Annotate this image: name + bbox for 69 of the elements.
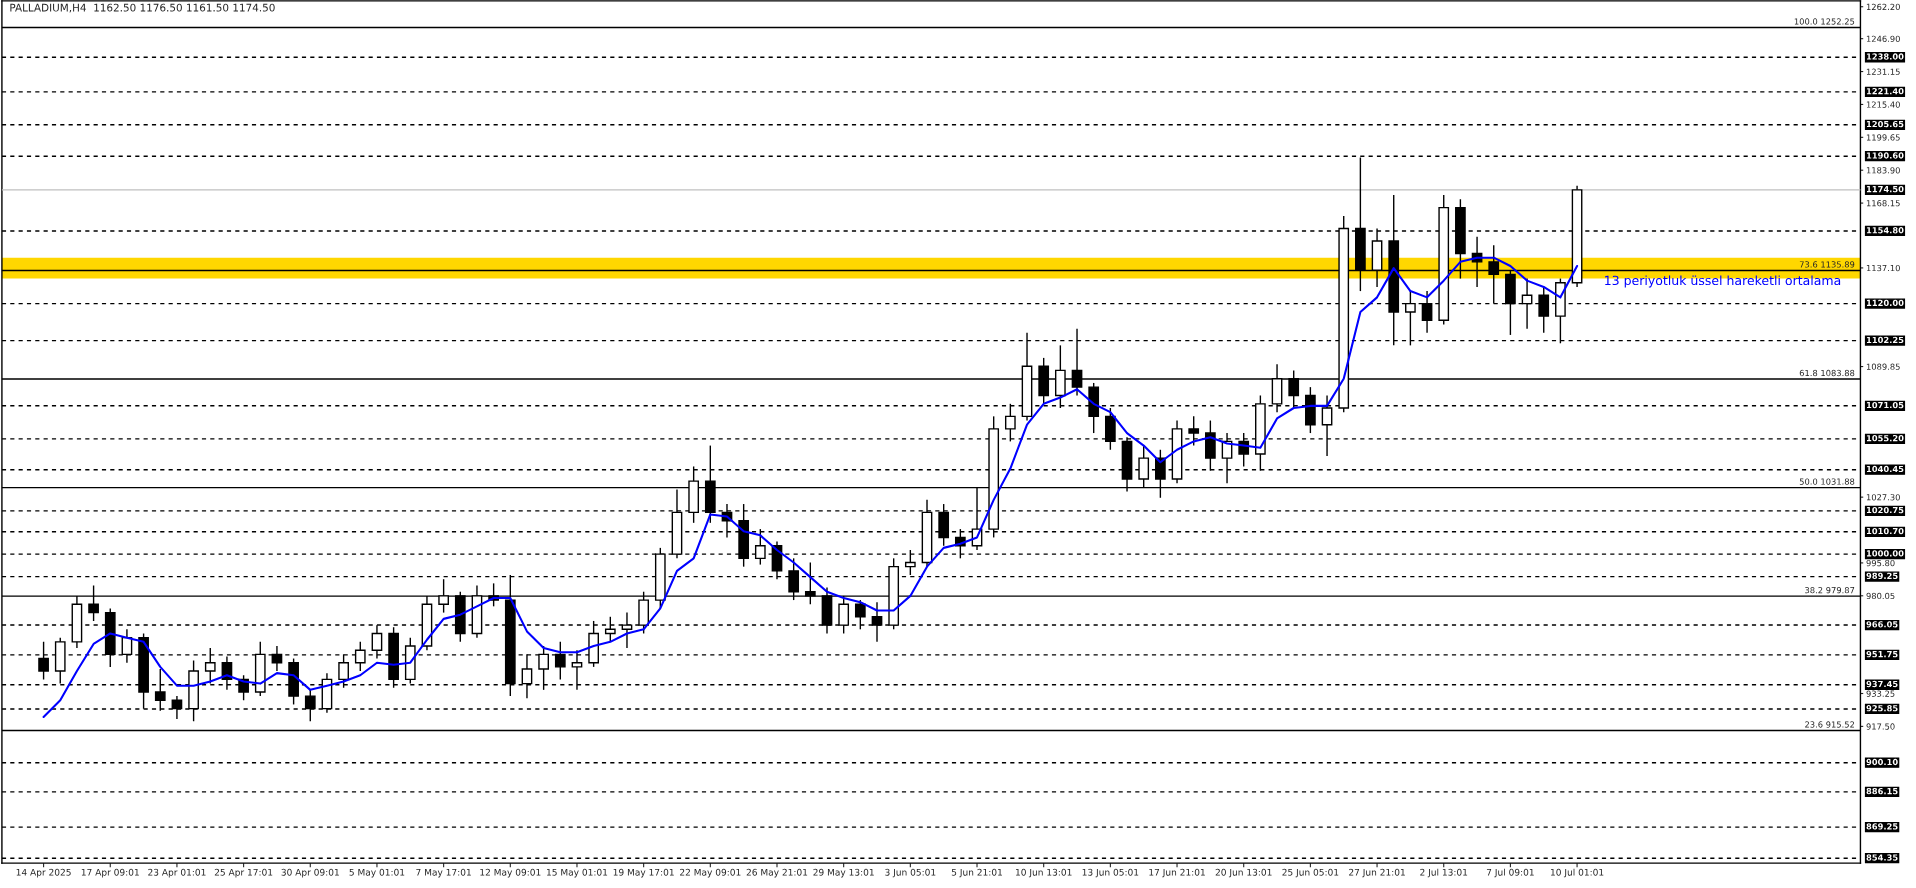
y-tick-label: 1168.15 xyxy=(1866,200,1900,207)
ref-line-label: 100.0 1252.25 xyxy=(1794,18,1855,25)
x-tick-label: 10 Jun 13:01 xyxy=(1016,868,1072,878)
y-tick-label: 1262.20 xyxy=(1866,3,1900,11)
ref-line-label: 1010.70 xyxy=(1866,527,1904,535)
x-tick-label: 30 Apr 09:01 xyxy=(281,868,339,878)
y-tick-label: 1027.30 xyxy=(1866,494,1900,501)
ref-line-label: 1221.40 xyxy=(1866,88,1904,95)
ref-line-label: 1238.00 xyxy=(1866,53,1904,60)
x-tick-label: 25 Apr 17:01 xyxy=(214,868,273,878)
x-tick-label: 15 May 01:01 xyxy=(547,868,608,878)
ref-line-label: 869.25 xyxy=(1866,823,1898,830)
ref-line-label: 61.8 1083.88 xyxy=(1799,369,1855,377)
ref-line-label: 1000.00 xyxy=(1866,550,1904,557)
x-tick-label: 14 Apr 2025 xyxy=(16,868,71,878)
ref-line-label: 989.25 xyxy=(1866,572,1898,580)
ref-line-label: 50.0 1031.88 xyxy=(1799,478,1855,485)
y-tick-label: 1089.85 xyxy=(1866,363,1900,370)
y-tick-label: 1246.90 xyxy=(1866,35,1900,42)
ref-line-label: 937.45 xyxy=(1866,680,1898,688)
x-tick-label: 17 Jun 21:01 xyxy=(1149,868,1205,878)
ref-line-label: 1154.80 xyxy=(1866,227,1904,234)
text: 13 periyotluk üssel hareketli ortalama xyxy=(1605,275,1841,288)
ref-line-label: 854.35 xyxy=(1866,854,1898,861)
x-tick-label: 10 Jul 01:01 xyxy=(1551,868,1604,878)
ref-line-label: 1055.20 xyxy=(1866,435,1904,442)
x-tick-label: 7 May 17:01 xyxy=(416,868,471,878)
x-tick-label: 5 Jun 21:01 xyxy=(951,868,1002,878)
ref-line-label: 900.10 xyxy=(1866,758,1898,766)
ref-line-label: 1040.45 xyxy=(1866,465,1904,473)
x-tick-label: 7 Jul 09:01 xyxy=(1486,868,1534,878)
x-tick-label: 12 May 09:01 xyxy=(480,868,541,878)
ref-line-label: 1190.60 xyxy=(1866,152,1904,159)
chart-title: PALLADIUM,H4 1162.50 1176.50 1161.50 1174.50 xyxy=(10,3,275,13)
ref-line-label: 1205.65 xyxy=(1866,120,1904,128)
ref-line-label: 1174.50 xyxy=(1866,185,1904,193)
x-tick-label: 13 Jun 05:01 xyxy=(1082,868,1139,878)
y-tick-label: 1199.65 xyxy=(1866,134,1900,141)
ref-line-label: 38.2 979.87 xyxy=(1805,587,1855,594)
x-tick-label: 27 Jun 21:01 xyxy=(1349,868,1405,878)
x-tick-label: 2 Jul 13:01 xyxy=(1420,868,1468,878)
x-tick-label: 20 Jun 13:01 xyxy=(1215,868,1272,878)
x-tick-label: 5 May 01:01 xyxy=(349,868,405,878)
ref-line-label: 23.6 915.52 xyxy=(1805,721,1855,728)
x-tick-label: 17 Apr 09:01 xyxy=(81,868,139,878)
y-tick-label: 1231.15 xyxy=(1866,68,1900,75)
x-tick-label: 22 May 09:01 xyxy=(680,868,741,878)
ref-line-label: 966.05 xyxy=(1866,621,1898,628)
x-tick-label: 25 Jun 05:01 xyxy=(1282,868,1339,878)
ref-line-label: 925.85 xyxy=(1866,705,1898,712)
x-tick-label: 26 May 21:01 xyxy=(746,868,808,878)
y-tick-label: 995.80 xyxy=(1866,559,1895,567)
x-tick-label: 19 May 17:01 xyxy=(613,868,674,878)
y-tick-label: 933.25 xyxy=(1866,690,1895,697)
ref-line-label: 951.75 xyxy=(1866,651,1898,658)
x-tick-label: 23 Apr 01:01 xyxy=(148,868,206,878)
ref-line-label: 886.15 xyxy=(1866,787,1898,795)
y-tick-label: 1215.40 xyxy=(1866,101,1900,108)
y-tick-label: 1183.90 xyxy=(1866,167,1900,174)
ref-line-label: 1071.05 xyxy=(1866,401,1904,409)
y-tick-label: 917.50 xyxy=(1866,723,1895,730)
y-tick-label: 980.05 xyxy=(1866,592,1895,600)
y-tick-label: 1137.10 xyxy=(1866,264,1900,272)
x-tick-label: 3 Jun 05:01 xyxy=(885,868,936,878)
x-tick-label: 29 May 13:01 xyxy=(813,868,874,878)
ref-line-label: 1102.25 xyxy=(1866,336,1904,344)
ref-line-label: 73.6 1135.89 xyxy=(1799,261,1855,268)
ref-line-label: 1020.75 xyxy=(1866,506,1904,514)
ref-line-label: 1120.00 xyxy=(1866,299,1904,307)
